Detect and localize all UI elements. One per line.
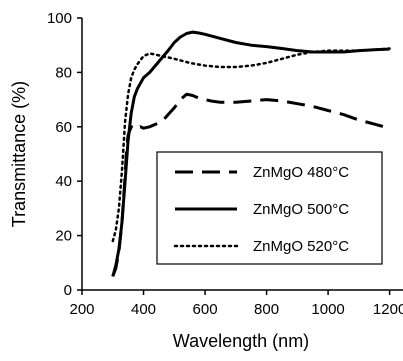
axes: 0 20 40 60 80 100 200 400 600 800 1000 1200 bbox=[47, 10, 403, 318]
y-tick-label: 60 bbox=[55, 119, 72, 136]
y-tick-label: 40 bbox=[55, 173, 72, 190]
legend-label-1: ZnMgO 480°C bbox=[253, 164, 349, 181]
x-axis-title: Wavelength (nm) bbox=[173, 331, 309, 351]
y-tick-label: 20 bbox=[55, 228, 72, 245]
x-tick-label: 600 bbox=[193, 301, 218, 318]
x-tick-label: 400 bbox=[131, 301, 156, 318]
legend-label-2: ZnMgO 500°C bbox=[253, 201, 349, 218]
y-tick-label: 80 bbox=[55, 64, 72, 81]
series-line-3 bbox=[111, 47, 391, 243]
x-tick-label: 800 bbox=[254, 301, 279, 318]
legend: ZnMgO 480°C ZnMgO 500°C ZnMgO 520°C bbox=[156, 151, 383, 265]
x-tick-label: 1200 bbox=[373, 301, 403, 318]
x-tick-label: 200 bbox=[69, 301, 94, 318]
legend-label-3: ZnMgO 520°C bbox=[253, 238, 349, 255]
series-group bbox=[111, 30, 391, 277]
y-axis-title: Transmittance (%) bbox=[9, 81, 29, 227]
y-tick-label: 100 bbox=[47, 10, 72, 27]
y-tick-label: 0 bbox=[64, 282, 72, 299]
x-tick-label: 1000 bbox=[311, 301, 344, 318]
